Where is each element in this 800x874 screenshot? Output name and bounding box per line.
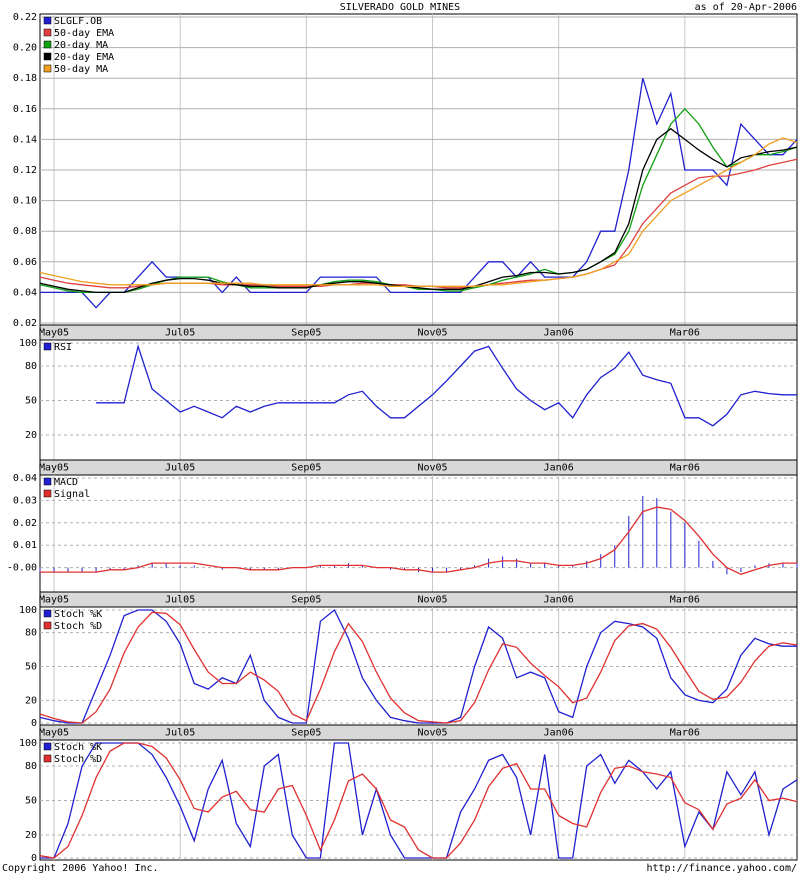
legend-label: 50-day MA xyxy=(54,64,108,75)
y-tick-label: -0.00 xyxy=(7,563,37,574)
x-tick-label: May05 xyxy=(39,728,69,739)
x-tick-label: Sep05 xyxy=(291,328,321,339)
y-tick-label: 0.01 xyxy=(13,540,37,551)
legend-swatch xyxy=(43,621,52,630)
y-tick-label: 0.08 xyxy=(13,226,37,237)
series-line xyxy=(40,742,798,859)
legend-swatch xyxy=(43,28,52,37)
x-tick-label: Jul05 xyxy=(165,728,195,739)
legend-label: RSI xyxy=(54,342,72,353)
x-tick-label: May05 xyxy=(39,595,69,606)
footer-right: http://finance.yahoo.com/ xyxy=(646,863,797,874)
x-tick-label: Nov05 xyxy=(417,463,447,474)
y-tick-label: 20 xyxy=(25,830,37,841)
chart-title: SILVERADO GOLD MINES xyxy=(340,2,460,13)
y-tick-label: 0.12 xyxy=(13,165,37,176)
y-tick-label: 0.22 xyxy=(13,12,37,23)
legend-label: 50-day EMA xyxy=(54,28,114,39)
y-tick-label: 80 xyxy=(25,761,37,772)
y-tick-label: 50 xyxy=(25,662,37,673)
y-tick-label: 100 xyxy=(19,338,37,349)
series-line xyxy=(39,608,797,724)
x-tick-label: Mar06 xyxy=(670,328,700,339)
x-tick-label: Jul05 xyxy=(165,595,195,606)
legend-swatch xyxy=(43,609,52,618)
series-line xyxy=(40,78,798,309)
y-tick-label: 50 xyxy=(25,396,37,407)
legend-swatch xyxy=(43,742,52,751)
legend-label: Stoch %K xyxy=(54,609,102,620)
series-line xyxy=(39,742,798,859)
x-tick-label: Sep05 xyxy=(291,728,321,739)
legend-label: SLGLF.OB xyxy=(54,16,102,27)
x-tick-label: Jul05 xyxy=(165,463,195,474)
x-tick-label: Mar06 xyxy=(670,595,700,606)
x-tick-label: Nov05 xyxy=(417,328,447,339)
x-tick-label: May05 xyxy=(39,328,69,339)
y-tick-label: 0.16 xyxy=(13,104,37,115)
legend-label: Stoch %D xyxy=(54,621,102,632)
x-tick-label: Nov05 xyxy=(417,595,447,606)
legend-label: Stoch %K xyxy=(54,742,102,753)
y-tick-label: 100 xyxy=(19,605,37,616)
legend-label: Signal xyxy=(54,489,90,500)
x-tick-label: Jan06 xyxy=(544,463,574,474)
y-tick-label: 0.04 xyxy=(13,287,37,298)
y-tick-label: 0 xyxy=(31,718,37,729)
series-line xyxy=(96,344,797,427)
legend-swatch xyxy=(43,342,52,351)
x-tick-label: Jul05 xyxy=(165,328,195,339)
y-tick-label: 20 xyxy=(25,430,37,441)
x-tick-label: Nov05 xyxy=(417,728,447,739)
legend-label: Stoch %D xyxy=(54,754,102,765)
y-tick-label: 0.06 xyxy=(13,257,37,268)
x-tick-label: Jan06 xyxy=(544,728,574,739)
legend-swatch xyxy=(43,489,52,498)
y-tick-label: 0.02 xyxy=(13,518,37,529)
legend-label: MACD xyxy=(54,477,78,488)
legend-swatch xyxy=(43,64,52,73)
footer-left: Copyright 2006 Yahoo! Inc. xyxy=(2,863,159,874)
x-tick-label: May05 xyxy=(39,463,69,474)
series-line xyxy=(39,137,798,287)
x-tick-label: Sep05 xyxy=(291,595,321,606)
legend-swatch xyxy=(43,477,52,486)
y-tick-label: 80 xyxy=(25,628,37,639)
legend-swatch xyxy=(43,52,52,61)
y-tick-label: 0.14 xyxy=(13,134,37,145)
date-note: as of 20-Apr-2006 xyxy=(695,2,797,13)
x-tick-label: Jan06 xyxy=(544,595,574,606)
legend-swatch xyxy=(43,16,52,25)
legend-label: 20-day MA xyxy=(54,40,108,51)
legend-swatch xyxy=(43,754,52,763)
y-tick-label: 80 xyxy=(25,361,37,372)
y-tick-label: 0.20 xyxy=(13,43,37,54)
x-tick-label: Mar06 xyxy=(670,463,700,474)
y-tick-label: 20 xyxy=(25,695,37,706)
legend-label: 20-day EMA xyxy=(54,52,114,63)
y-tick-label: 50 xyxy=(25,796,37,807)
x-tick-label: Jan06 xyxy=(544,328,574,339)
legend-swatch xyxy=(43,40,52,49)
plot-area xyxy=(39,474,798,593)
x-tick-label: Sep05 xyxy=(291,463,321,474)
y-tick-label: 0.18 xyxy=(13,73,37,84)
y-tick-label: 0 xyxy=(31,853,37,864)
y-tick-label: 0.04 xyxy=(13,473,37,484)
series-line xyxy=(39,127,798,294)
y-tick-label: 100 xyxy=(19,738,37,749)
y-tick-label: 0.03 xyxy=(13,495,37,506)
series-line xyxy=(39,611,798,724)
y-tick-label: 0.10 xyxy=(13,196,37,207)
x-tick-label: Mar06 xyxy=(670,728,700,739)
series-line xyxy=(40,506,797,575)
y-tick-label: 0.02 xyxy=(13,318,37,329)
